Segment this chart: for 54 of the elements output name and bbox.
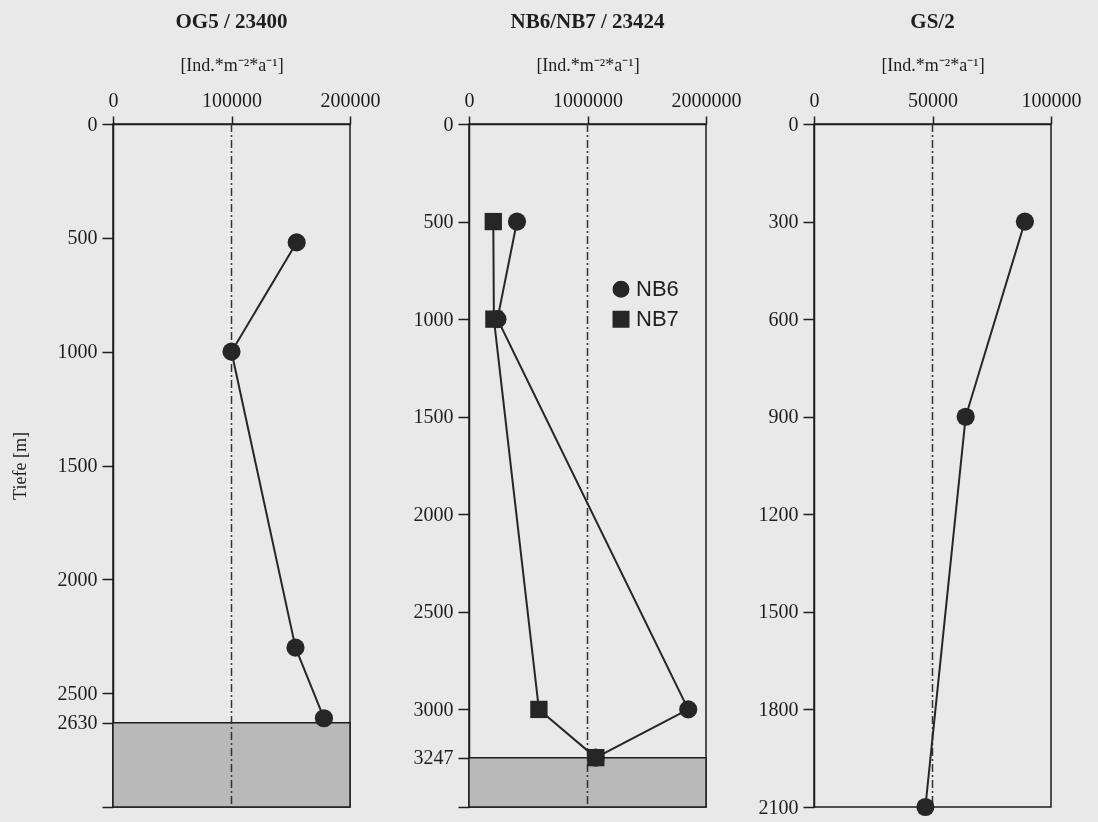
y-tick-label: 1500: [57, 454, 98, 476]
x-tick-label: 1000000: [553, 88, 623, 111]
point: [484, 212, 502, 231]
x-tick-label: 50000: [908, 88, 958, 111]
point: [286, 638, 305, 657]
y-tick-label: 2100: [758, 795, 799, 818]
point: [507, 212, 527, 231]
chart-title: GS/2: [910, 9, 955, 33]
x-tick-label: 0: [464, 88, 475, 111]
chart-title: OG5 / 23400: [175, 9, 288, 33]
y-tick-label: 1000: [413, 307, 454, 330]
y-tick-label: 0: [443, 112, 454, 135]
y-tick-label: 0: [87, 112, 98, 135]
x-tick-label: 100000: [1021, 88, 1082, 111]
y-tick-label: 2000: [57, 567, 98, 590]
y-tick-label: 300: [768, 210, 799, 233]
y-tick-label: 500: [67, 226, 98, 249]
y-tick-label: 2500: [413, 600, 454, 623]
y-tick-label: 500: [423, 210, 454, 233]
y-tick-label: 2630: [57, 711, 98, 734]
point: [587, 748, 605, 767]
y-tick-label: 1200: [758, 502, 799, 525]
y-tick-label: 1500: [413, 405, 454, 428]
y-tick-label: 0: [788, 112, 799, 135]
point: [916, 797, 935, 817]
y-tick-label: 3000: [413, 697, 454, 720]
point: [314, 709, 334, 728]
x-tick-label: 2000000: [671, 88, 742, 111]
legend-label: NB6: [636, 276, 679, 302]
y-tick-label: 1800: [758, 697, 799, 720]
point: [287, 233, 306, 252]
point: [956, 407, 975, 426]
y-tick-label: 900: [768, 405, 799, 428]
y-tick-label: 1000: [57, 340, 98, 363]
x-axis-title: [Ind.*m⁻²*a⁻¹]: [180, 54, 284, 75]
point: [222, 342, 241, 361]
point: [485, 310, 503, 328]
y-tick-label: 2000: [413, 502, 454, 525]
x-tick-label: 0: [809, 88, 820, 111]
chart-title: NB6/NB7 / 23424: [510, 9, 666, 33]
y-tick-label: 600: [768, 307, 799, 330]
y-tick-label: 2500: [57, 681, 98, 704]
point: [530, 700, 548, 719]
point: [679, 700, 698, 719]
x-axis-title: [Ind.*m⁻²*a⁻¹]: [881, 54, 985, 75]
y-tick-label: 1500: [758, 600, 799, 623]
x-axis-title: [Ind.*m⁻²*a⁻¹]: [536, 54, 640, 75]
x-tick-label: 200000: [320, 88, 381, 111]
point: [1015, 212, 1035, 231]
y-tick-label: 3247: [413, 746, 454, 769]
legend-label: NB7: [636, 306, 679, 332]
x-tick-label: 100000: [202, 88, 262, 111]
y-axis-title: Tiefe [m]: [9, 432, 30, 500]
x-tick-label: 0: [108, 88, 119, 111]
